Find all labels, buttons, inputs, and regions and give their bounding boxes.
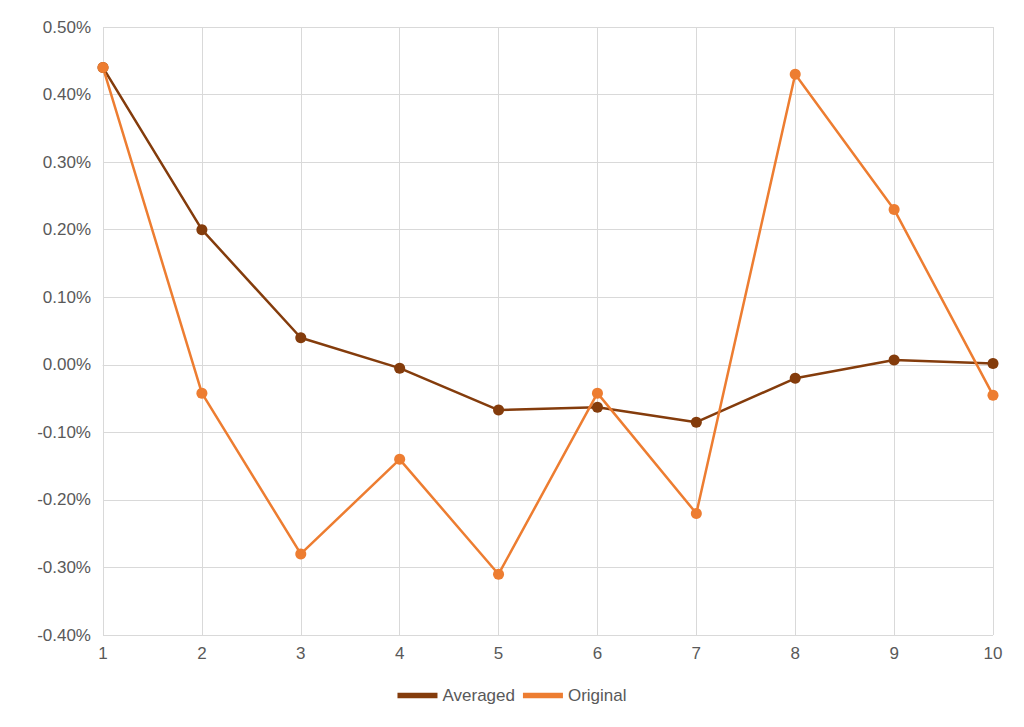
svg-text:-0.40%: -0.40% bbox=[37, 626, 91, 645]
svg-text:4: 4 bbox=[395, 644, 404, 663]
svg-text:Original: Original bbox=[568, 686, 627, 705]
svg-text:-0.30%: -0.30% bbox=[37, 558, 91, 577]
svg-text:5: 5 bbox=[494, 644, 503, 663]
svg-text:0.10%: 0.10% bbox=[43, 288, 91, 307]
svg-text:Averaged: Averaged bbox=[442, 686, 514, 705]
svg-text:8: 8 bbox=[790, 644, 799, 663]
svg-text:1: 1 bbox=[98, 644, 107, 663]
svg-text:7: 7 bbox=[692, 644, 701, 663]
svg-text:0.30%: 0.30% bbox=[43, 153, 91, 172]
svg-text:2: 2 bbox=[197, 644, 206, 663]
svg-text:3: 3 bbox=[296, 644, 305, 663]
svg-text:0.40%: 0.40% bbox=[43, 85, 91, 104]
svg-text:0.00%: 0.00% bbox=[43, 355, 91, 374]
svg-text:-0.10%: -0.10% bbox=[37, 423, 91, 442]
svg-text:10: 10 bbox=[984, 644, 1003, 663]
svg-text:9: 9 bbox=[889, 644, 898, 663]
svg-text:0.50%: 0.50% bbox=[43, 18, 91, 37]
svg-text:0.20%: 0.20% bbox=[43, 220, 91, 239]
svg-text:-0.20%: -0.20% bbox=[37, 490, 91, 509]
svg-text:6: 6 bbox=[593, 644, 602, 663]
